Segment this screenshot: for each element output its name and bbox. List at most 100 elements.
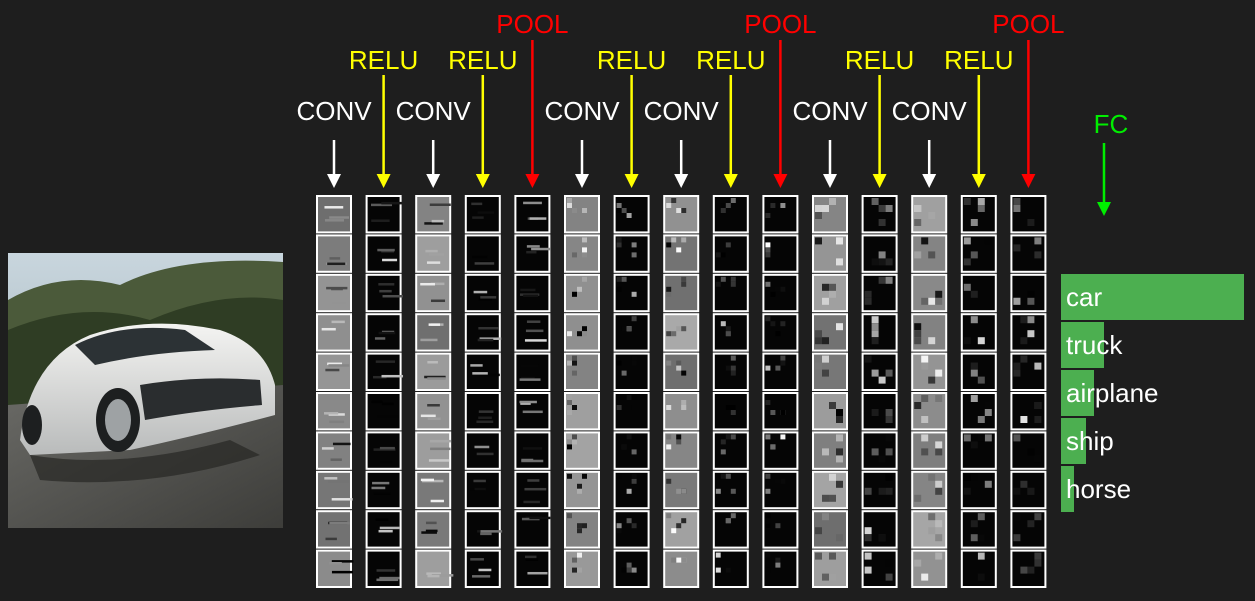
activation-detail [720, 439, 726, 445]
activation-detail [871, 198, 879, 205]
activation-detail [928, 212, 936, 219]
activation-detail [626, 562, 632, 568]
activation-detail [935, 290, 943, 298]
activation-detail [815, 527, 822, 535]
activation-cell [316, 195, 352, 234]
activation-detail [379, 576, 400, 580]
activation-detail [730, 281, 736, 287]
activation-cell [464, 313, 501, 352]
activation-detail [765, 316, 771, 322]
activation-detail [864, 552, 872, 560]
activation-detail [331, 301, 347, 305]
class-label: airplane [1066, 378, 1159, 408]
activation-detail [420, 478, 435, 482]
activation-detail [878, 205, 886, 212]
activation-column [812, 195, 848, 588]
activation-detail [582, 276, 587, 282]
activation-detail [970, 290, 978, 298]
activation-detail [430, 499, 444, 503]
activation-detail [935, 395, 943, 402]
activation-detail [427, 377, 446, 380]
activation-detail [836, 455, 843, 463]
activation-detail [378, 283, 395, 286]
activation-detail [725, 326, 731, 332]
activation-detail [715, 252, 721, 258]
activation-detail [1013, 487, 1021, 495]
activation-detail [885, 487, 893, 495]
activation-detail [567, 473, 572, 479]
arrow-head [376, 174, 391, 188]
activation-detail [1020, 337, 1028, 345]
activation-detail [963, 283, 971, 291]
activation-cell [812, 470, 848, 510]
activation-detail [730, 370, 736, 376]
activation-detail [765, 434, 771, 440]
activation-detail [1013, 297, 1021, 305]
layer-label: CONV [544, 96, 620, 126]
activation-detail [382, 258, 398, 262]
activation-detail [730, 513, 736, 519]
activation-detail [963, 487, 971, 495]
activation-detail [928, 376, 936, 384]
activation-detail [720, 276, 726, 282]
activation-detail [770, 291, 776, 297]
activation-detail [425, 249, 438, 253]
activation-detail [885, 258, 893, 266]
activation-detail [681, 405, 687, 410]
activation-detail [326, 286, 348, 290]
activation-detail [765, 523, 771, 529]
activation-detail [775, 562, 781, 568]
activation-detail [522, 447, 543, 450]
activation-detail [478, 416, 492, 420]
activation-detail [676, 557, 682, 563]
activation-detail [370, 203, 393, 207]
activation-detail [775, 365, 781, 371]
activation-detail [327, 362, 343, 366]
activation-detail [829, 283, 836, 291]
activation-cell [464, 352, 501, 392]
activation-detail [715, 488, 721, 494]
activation-detail [572, 439, 577, 445]
activation-detail [572, 208, 577, 213]
activation-detail [479, 373, 500, 377]
activation-detail [977, 573, 985, 581]
activation-detail [829, 552, 836, 560]
activation-detail [379, 446, 395, 450]
activation-detail [676, 208, 682, 213]
activation-detail [631, 567, 637, 573]
activation-detail [472, 216, 484, 219]
activation-detail [631, 242, 637, 248]
activation-detail [381, 374, 404, 378]
activation-detail [430, 299, 446, 303]
activation-detail [935, 480, 943, 488]
activation-detail [775, 478, 781, 484]
activation-detail [470, 558, 484, 561]
activation-detail [935, 297, 943, 305]
arrow-head [525, 174, 540, 188]
layer-label: POOL [744, 9, 816, 39]
activation-detail [864, 527, 872, 535]
activation-detail [921, 448, 929, 456]
activation-column [960, 195, 997, 588]
activation-detail [765, 213, 771, 218]
activation-detail [427, 417, 441, 421]
activation-detail [977, 376, 985, 384]
activation-detail [963, 198, 971, 205]
activation-detail [730, 276, 736, 282]
layer-label: POOL [496, 9, 568, 39]
activation-detail [725, 405, 731, 410]
activation-detail [1027, 219, 1035, 226]
activation-detail [970, 362, 978, 370]
activation-cell [316, 234, 352, 273]
activation-detail [780, 286, 786, 292]
activation-detail [626, 488, 632, 494]
activation-detail [836, 258, 843, 266]
activation-detail [666, 444, 672, 450]
activation-detail [626, 326, 632, 332]
activation-detail [676, 326, 682, 332]
activation-column [613, 195, 650, 588]
activation-detail [878, 276, 886, 284]
activation-detail [477, 211, 495, 214]
activation-detail [914, 494, 922, 502]
activation-detail [331, 570, 354, 574]
